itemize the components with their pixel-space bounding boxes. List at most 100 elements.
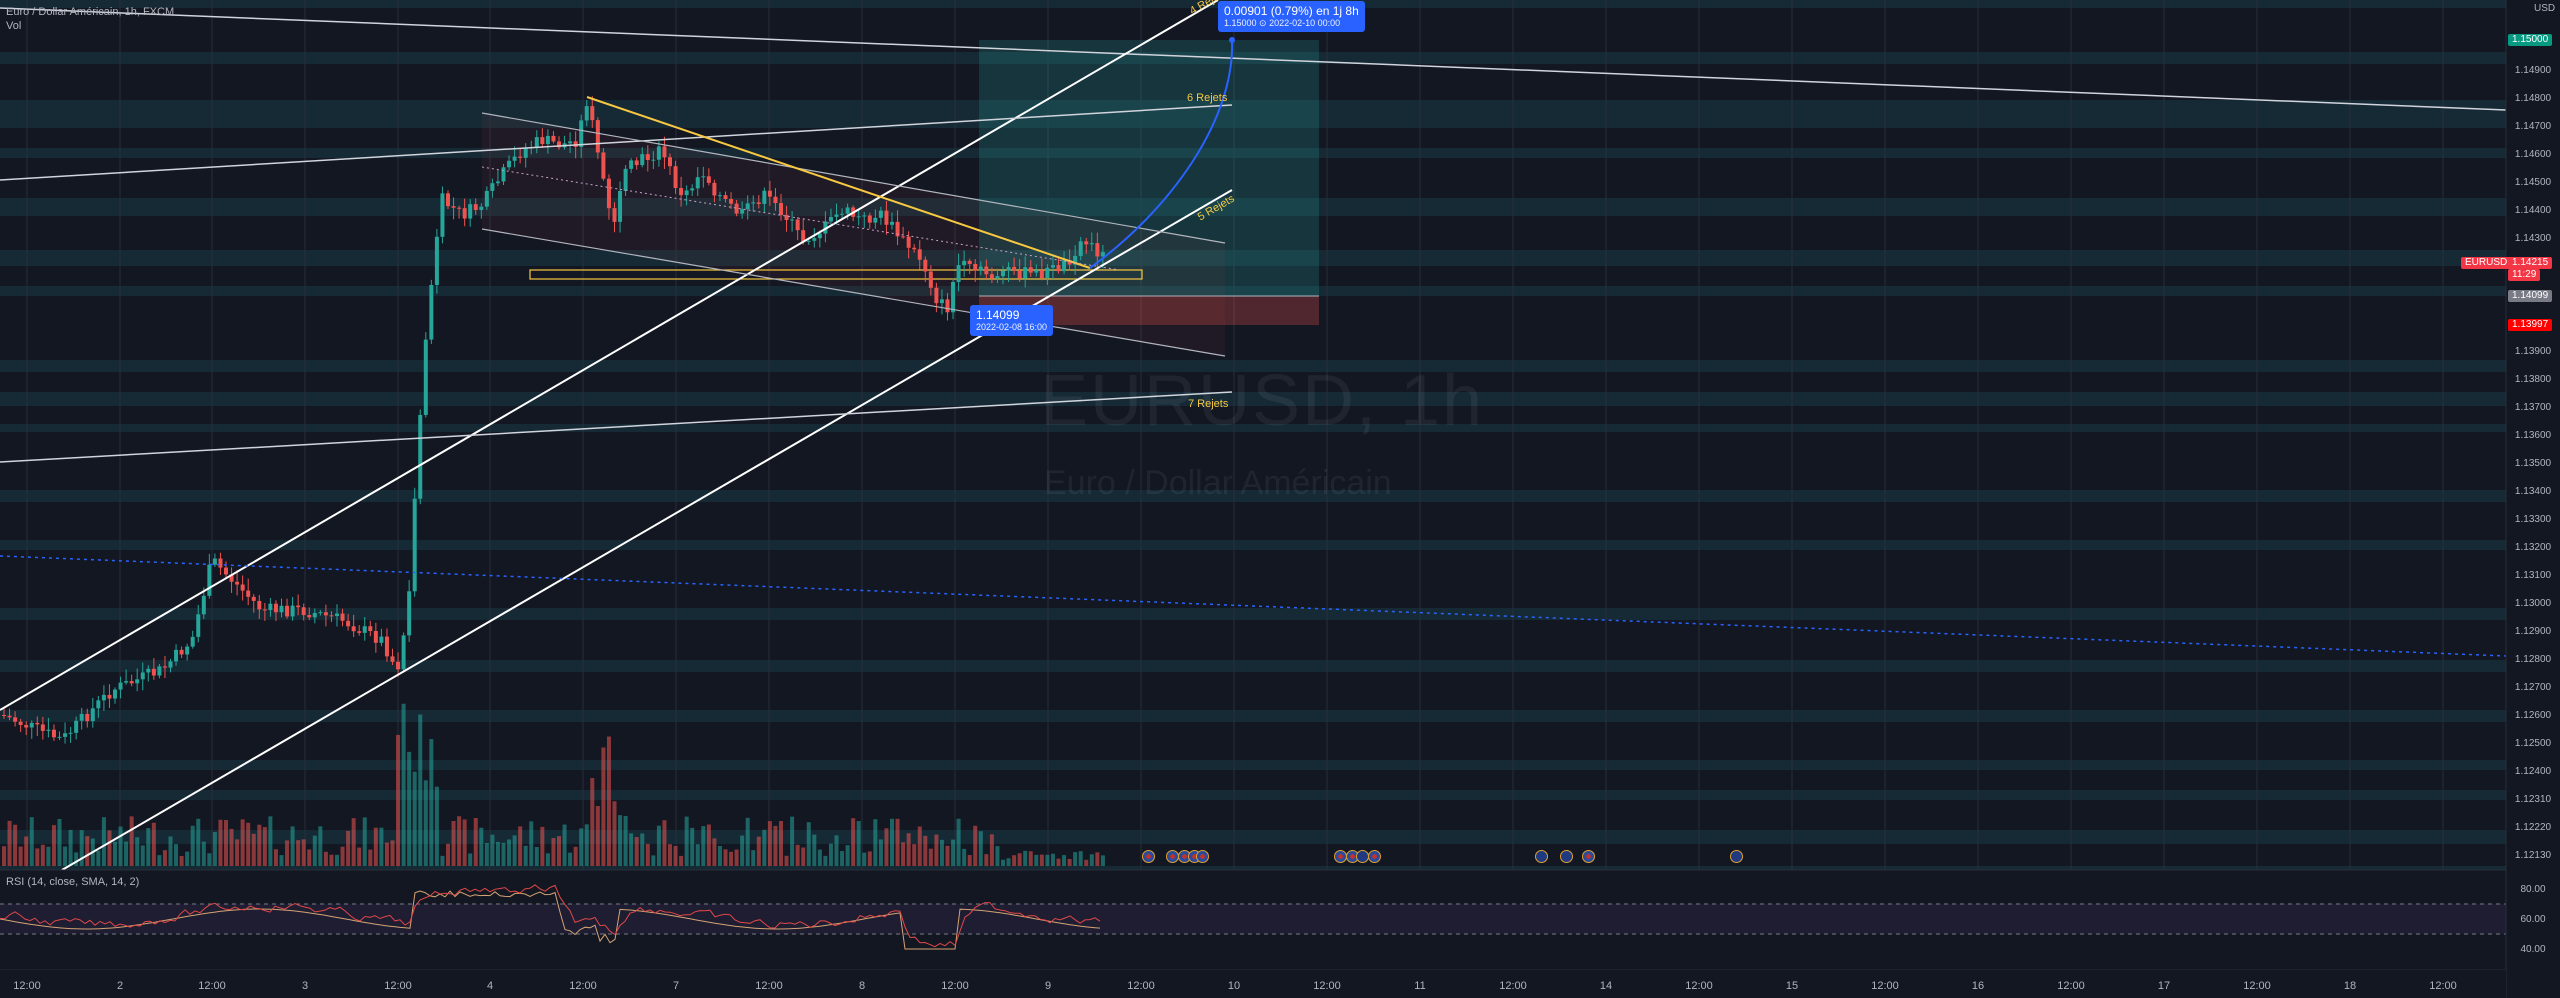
volume-bar xyxy=(301,839,306,866)
flag-us-icon[interactable] xyxy=(1142,850,1155,863)
candle-body xyxy=(579,120,584,147)
price-tick-label: 1.12130 xyxy=(2515,850,2552,861)
flag-us-icon[interactable] xyxy=(1196,850,1209,863)
price-tick-label: 1.12800 xyxy=(2515,654,2552,665)
volume-bar xyxy=(695,844,700,866)
candle-body xyxy=(246,590,251,597)
candle-body xyxy=(74,720,79,733)
candle-body xyxy=(906,236,911,248)
sr-zone xyxy=(0,660,2506,672)
entry-tooltip[interactable]: 1.14099 2022-02-08 16:00 xyxy=(970,305,1054,336)
candle-body xyxy=(251,596,256,601)
volume-bar xyxy=(24,836,29,866)
volume-bar xyxy=(479,827,484,866)
flag-eu-icon[interactable] xyxy=(1730,850,1743,863)
candle-body xyxy=(229,574,234,582)
candle-body xyxy=(629,160,634,169)
volume-bar xyxy=(618,815,623,866)
volume-bar xyxy=(290,826,295,866)
candle-body xyxy=(218,558,223,568)
volume-bar xyxy=(51,825,56,866)
sr-zone xyxy=(0,710,2506,722)
candle-body xyxy=(240,584,245,591)
volume-bar xyxy=(135,837,140,866)
candle-body xyxy=(534,137,539,147)
candle-body xyxy=(823,221,828,234)
candle-body xyxy=(190,636,195,647)
candle-body xyxy=(423,339,428,415)
price-tick-label: 1.13400 xyxy=(2515,486,2552,497)
candle-body xyxy=(157,666,162,676)
candle-body xyxy=(7,715,12,718)
rsi-legend[interactable]: RSI (14, close, SMA, 14, 2) xyxy=(6,876,140,888)
candle-body xyxy=(440,193,445,237)
volume-bar xyxy=(312,835,317,866)
volume-bar xyxy=(2,846,6,866)
volume-bar xyxy=(862,852,867,866)
candle-body xyxy=(745,203,750,210)
time-tick-label: 12:00 xyxy=(569,980,597,992)
candle-body xyxy=(939,299,944,304)
flag-us-icon[interactable] xyxy=(1582,850,1595,863)
candle-body xyxy=(595,120,600,153)
time-tick-label: 12:00 xyxy=(1127,980,1155,992)
volume-bar xyxy=(1039,854,1044,866)
price-tick-label: 1.14300 xyxy=(2515,233,2552,244)
sr-zone xyxy=(0,360,2506,372)
candle-body xyxy=(129,681,134,684)
volume-bar xyxy=(717,845,722,866)
volume-bar xyxy=(268,816,273,866)
currency-label[interactable]: USD xyxy=(2534,3,2556,14)
volume-bar xyxy=(1017,853,1022,866)
symbol-legend[interactable]: Euro / Dollar Américain, 1h, FXCM xyxy=(6,6,175,18)
candle-body xyxy=(684,190,689,196)
target-zone[interactable] xyxy=(979,40,1319,296)
candle-body xyxy=(756,202,761,204)
candle-body xyxy=(318,612,323,614)
candle-body xyxy=(1028,267,1033,273)
price-tick-label: 1.14900 xyxy=(2515,65,2552,76)
volume-bar xyxy=(967,855,972,866)
volume-bar xyxy=(40,844,45,866)
volume-bar xyxy=(473,818,478,866)
candle-body xyxy=(973,263,978,271)
volume-bar xyxy=(568,852,573,866)
price-axis[interactable]: 1.14900 1.14800 1.14700 1.14600 1.14500 1.144… xyxy=(2515,65,2552,861)
time-tick-label: 8 xyxy=(859,980,865,992)
candle-body xyxy=(323,612,328,616)
volume-bar xyxy=(790,816,795,866)
price-tick-label: 1.12500 xyxy=(2515,738,2552,749)
watermark-name: Euro / Dollar Américain xyxy=(1044,464,1392,502)
candle-body xyxy=(29,722,34,728)
candle-body xyxy=(68,732,73,734)
price-tick-label: 1.14700 xyxy=(2515,121,2552,132)
candle-body xyxy=(113,689,117,699)
flag-eu-icon[interactable] xyxy=(1535,850,1548,863)
volume-bar xyxy=(545,853,550,866)
volume-bar xyxy=(451,821,456,866)
volume-bar xyxy=(1084,859,1089,866)
volume-bar xyxy=(307,849,312,866)
candle-body xyxy=(601,152,606,179)
volume-bar xyxy=(146,828,151,866)
volume-bar xyxy=(351,818,356,866)
demand-box[interactable] xyxy=(529,269,1143,280)
candle-body xyxy=(462,208,467,219)
candle-body xyxy=(201,595,206,615)
trendlines[interactable] xyxy=(0,0,2506,870)
volume-bar xyxy=(29,817,34,866)
volume-legend[interactable]: Vol xyxy=(6,20,22,32)
volume-bar xyxy=(917,826,922,866)
flag-us-icon[interactable] xyxy=(1368,850,1381,863)
volume-bar xyxy=(46,846,51,866)
projection-tooltip[interactable]: 0.00901 (0.79%) en 1j 8h 1.15000 ⊙ 2022-… xyxy=(1218,1,1365,32)
time-axis[interactable]: 12:00 2 12:00 3 12:00 4 12:00 7 12:00 8 12:00 9 12:0… xyxy=(13,980,2457,992)
volume-bar xyxy=(168,836,173,866)
target-price-tag: 1.15000 xyxy=(2508,34,2553,46)
volume-bar xyxy=(484,842,489,866)
projection-end-point xyxy=(1229,37,1235,43)
flag-eu-icon[interactable] xyxy=(1560,850,1573,863)
candle-body xyxy=(557,141,561,148)
candle-body xyxy=(801,230,806,242)
